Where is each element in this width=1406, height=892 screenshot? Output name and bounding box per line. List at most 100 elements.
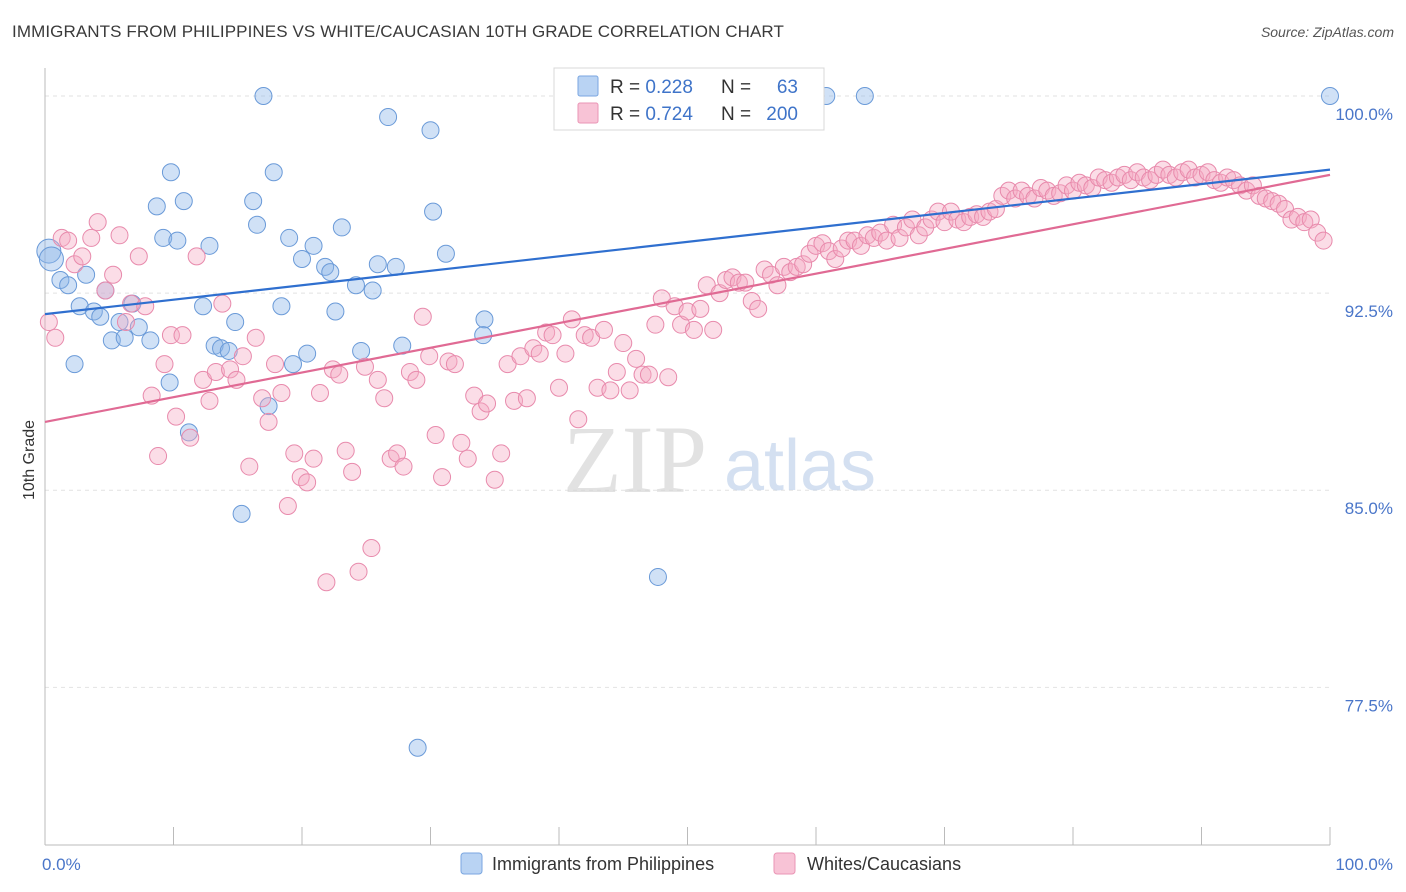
point-1-67 (478, 394, 497, 413)
point-1-46 (343, 462, 362, 481)
y-tick-label-3: 77.5% (1345, 696, 1393, 715)
point-1-56 (407, 370, 426, 389)
point-1-16 (149, 447, 168, 466)
point-1-39 (298, 473, 317, 492)
point-1-73 (517, 389, 536, 408)
point-0-31 (248, 215, 267, 234)
legend-r-value-2: 0.724 (645, 104, 693, 125)
point-0-21 (174, 192, 193, 211)
point-1-64 (458, 449, 477, 468)
axes (44, 68, 1331, 846)
point-0-16 (147, 197, 166, 216)
legend-n-label-1: N = (721, 77, 751, 98)
bottom-legend-label-philippines: Immigrants from Philippines (492, 854, 714, 874)
series-whites-points (39, 160, 1333, 592)
point-0-46 (352, 341, 371, 360)
point-0-41 (316, 257, 335, 276)
point-1-34 (266, 355, 285, 374)
point-1-30 (240, 457, 259, 476)
y-tick-label-1: 92.5% (1345, 302, 1393, 321)
point-1-54 (394, 457, 413, 476)
point-1-24 (200, 391, 219, 410)
svg-text:N =: N = (721, 77, 751, 98)
point-1-35 (272, 383, 291, 402)
point-1-20 (173, 326, 192, 345)
point-1-81 (569, 410, 588, 429)
point-0-42 (321, 263, 340, 282)
point-1-59 (426, 426, 445, 445)
point-0-60 (855, 87, 874, 106)
point-1-109 (749, 299, 768, 318)
point-0-47 (363, 281, 382, 300)
point-1-48 (355, 357, 374, 376)
point-0-58 (648, 567, 667, 586)
point-0-3 (59, 276, 78, 295)
trend-line-1 (44, 173, 1331, 423)
point-1-91 (633, 365, 652, 384)
point-1-44 (330, 365, 349, 384)
point-0-56 (475, 310, 494, 329)
legend-swatch-philippines (577, 75, 599, 97)
point-1-131 (890, 228, 909, 247)
point-1-8 (96, 281, 115, 300)
point-0-4 (65, 355, 84, 374)
point-1-72 (511, 347, 530, 366)
point-0-61 (1321, 87, 1339, 106)
point-1-27 (221, 360, 240, 379)
point-1-22 (187, 247, 206, 266)
point-0-1 (38, 246, 64, 272)
point-1-121 (826, 249, 845, 268)
point-1-25 (206, 362, 225, 381)
point-1-125 (851, 236, 870, 255)
point-0-12 (115, 328, 134, 347)
point-1-86 (601, 381, 620, 400)
point-1-85 (594, 320, 613, 339)
correlation-legend: R = 0.228 N = 63 R = 0.724 N = 200 (553, 67, 825, 131)
point-0-35 (272, 297, 291, 316)
point-1-79 (556, 344, 575, 363)
point-1-31 (246, 328, 265, 347)
watermark-zip: ZIP (563, 406, 707, 513)
point-0-48 (368, 255, 387, 274)
bottom-legend-swatch-whites (773, 852, 796, 875)
point-0-49 (379, 108, 398, 127)
point-0-27 (219, 341, 238, 360)
point-1-99 (684, 320, 703, 339)
x-tick-label-0: 0.0% (42, 855, 81, 874)
point-0-36 (280, 228, 299, 247)
point-1-92 (639, 365, 658, 384)
point-0-57 (474, 326, 493, 345)
point-1-36 (278, 496, 297, 515)
point-0-8 (91, 307, 110, 326)
point-1-9 (104, 265, 123, 284)
point-0-30 (244, 192, 263, 211)
point-1-87 (607, 362, 626, 381)
legend-r-label-2: R = (610, 104, 645, 125)
svg-text:N =: N = (721, 104, 751, 125)
point-1-11 (116, 313, 135, 332)
point-1-57 (413, 307, 432, 326)
svg-text:R = 0.228: R = 0.228 (610, 77, 693, 98)
legend-n-value-2: 200 (766, 104, 798, 125)
point-1-60 (433, 468, 452, 487)
point-1-41 (310, 383, 329, 402)
point-1-45 (336, 441, 355, 460)
trend-lines (44, 168, 1331, 423)
point-0-19 (161, 163, 180, 182)
point-1-53 (388, 444, 407, 463)
series-legend: Immigrants from Philippines Whites/Cauca… (460, 852, 961, 875)
point-0-38 (293, 249, 311, 268)
point-0-29 (232, 504, 251, 523)
point-0-28 (226, 313, 245, 332)
point-1-51 (375, 389, 394, 408)
legend-n-label-2: N = (721, 104, 751, 125)
bottom-legend-label-whites: Whites/Caucasians (807, 854, 961, 874)
point-1-6 (82, 228, 101, 247)
point-1-102 (704, 320, 723, 339)
point-1-21 (181, 428, 200, 447)
point-1-69 (492, 444, 511, 463)
point-1-88 (614, 334, 633, 353)
point-0-32 (254, 87, 273, 106)
x-tick-label-1: 100.0% (1335, 855, 1393, 874)
